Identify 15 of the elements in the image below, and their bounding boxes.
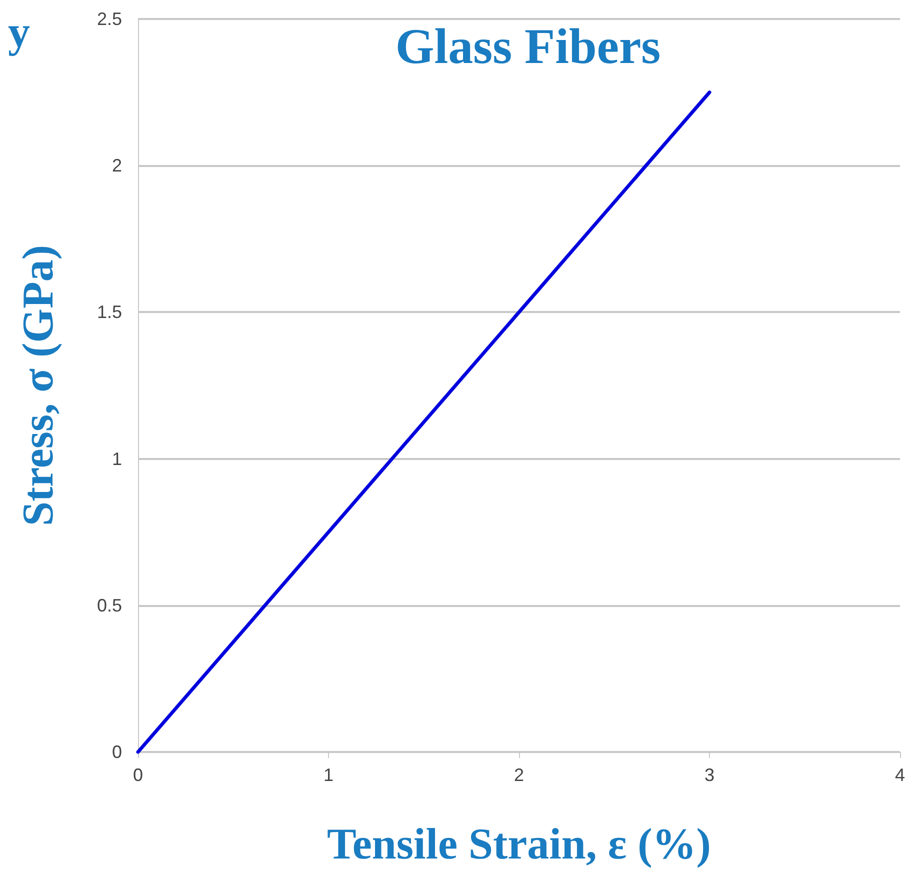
y-tick-label: 0 bbox=[112, 742, 122, 762]
x-tick-label: 0 bbox=[132, 765, 144, 785]
y-tick-label: 1.5 bbox=[96, 302, 122, 322]
x-tick-label: 4 bbox=[894, 765, 905, 785]
chart-title: Glass Fibers bbox=[395, 18, 661, 74]
x-axis-title: Tensile Strain, ε (%) bbox=[327, 820, 711, 868]
x-tick-label: 2 bbox=[514, 765, 524, 785]
text: y bbox=[8, 8, 30, 56]
x-tick-label: 3 bbox=[704, 765, 715, 785]
y-tick-label: 2.5 bbox=[96, 9, 122, 29]
y-tick-label: 1 bbox=[112, 448, 122, 469]
y-axis-title: Stress, σ (GPa) bbox=[14, 245, 62, 526]
x-tick-label: 1 bbox=[323, 765, 334, 785]
y-tick-label: 0.5 bbox=[96, 595, 122, 616]
y-tick-label: 2 bbox=[112, 156, 122, 176]
